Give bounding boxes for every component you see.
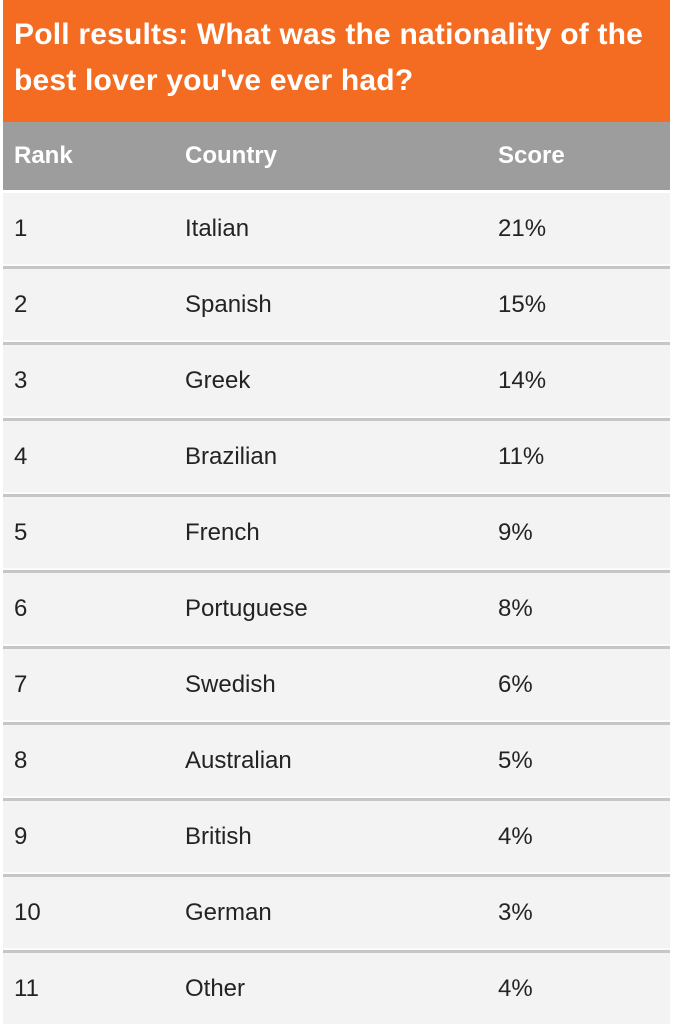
row-divider xyxy=(3,492,670,497)
country-cell: Portuguese xyxy=(185,594,308,622)
score-cell: 21% xyxy=(498,214,547,242)
table-row: 10 German 3% xyxy=(3,877,670,948)
score-cell: 5% xyxy=(498,746,533,774)
country-cell: Brazilian xyxy=(185,442,278,470)
score-cell: 8% xyxy=(498,594,533,622)
row-divider xyxy=(3,872,670,877)
table-row: 1 Italian 21% xyxy=(3,193,670,264)
rank-cell: 7 xyxy=(14,670,28,698)
country-cell: Swedish xyxy=(185,670,276,698)
column-header-rank: Rank xyxy=(14,142,73,169)
table-row: 8 Australian 5% xyxy=(3,725,670,796)
rank-cell: 10 xyxy=(14,898,41,926)
table-row: 2 Spanish 15% xyxy=(3,269,670,340)
score-cell: 9% xyxy=(498,518,533,546)
score-cell: 14% xyxy=(498,366,547,394)
country-cell: Spanish xyxy=(185,290,272,318)
poll-title: Poll results: What was the nationality o… xyxy=(14,18,644,97)
table-row: 4 Brazilian 11% xyxy=(3,421,670,492)
table-header-row: Rank Country Score xyxy=(3,122,670,190)
country-cell: British xyxy=(185,822,252,850)
row-divider xyxy=(3,264,670,269)
table-row: 3 Greek 14% xyxy=(3,345,670,416)
rank-cell: 1 xyxy=(14,214,28,242)
column-header-country: Country xyxy=(185,142,277,169)
country-cell: Greek xyxy=(185,366,251,394)
rank-cell: 2 xyxy=(14,290,28,318)
rank-cell: 6 xyxy=(14,594,28,622)
poll-results-card: Poll results: What was the nationality o… xyxy=(3,0,670,1024)
rank-cell: 5 xyxy=(14,518,28,546)
score-cell: 6% xyxy=(498,670,533,698)
country-cell: German xyxy=(185,898,272,926)
table-row: 9 British 4% xyxy=(3,801,670,872)
table-row: 7 Swedish 6% xyxy=(3,649,670,720)
score-cell: 4% xyxy=(498,822,533,850)
country-cell: Italian xyxy=(185,214,250,242)
score-cell: 11% xyxy=(498,442,545,470)
table-row: 5 French 9% xyxy=(3,497,670,568)
table-row: 6 Portuguese 8% xyxy=(3,573,670,644)
row-divider xyxy=(3,948,670,953)
table-row: 11 Other 4% xyxy=(3,953,670,1024)
rank-cell: 4 xyxy=(14,442,28,470)
country-cell: Other xyxy=(185,974,246,1002)
header-gap xyxy=(3,190,670,193)
rank-cell: 11 xyxy=(14,974,39,1002)
poll-title-banner: Poll results: What was the nationality o… xyxy=(3,0,670,122)
row-divider xyxy=(3,340,670,345)
row-divider xyxy=(3,796,670,801)
rank-cell: 8 xyxy=(14,746,28,774)
country-cell: Australian xyxy=(185,746,292,774)
score-cell: 4% xyxy=(498,974,533,1002)
rank-cell: 9 xyxy=(14,822,28,850)
row-divider xyxy=(3,720,670,725)
row-divider xyxy=(3,644,670,649)
row-divider xyxy=(3,568,670,573)
country-cell: French xyxy=(185,518,260,546)
column-header-score: Score xyxy=(498,142,565,169)
row-divider xyxy=(3,416,670,421)
score-cell: 3% xyxy=(498,898,533,926)
score-cell: 15% xyxy=(498,290,547,318)
rank-cell: 3 xyxy=(14,366,28,394)
